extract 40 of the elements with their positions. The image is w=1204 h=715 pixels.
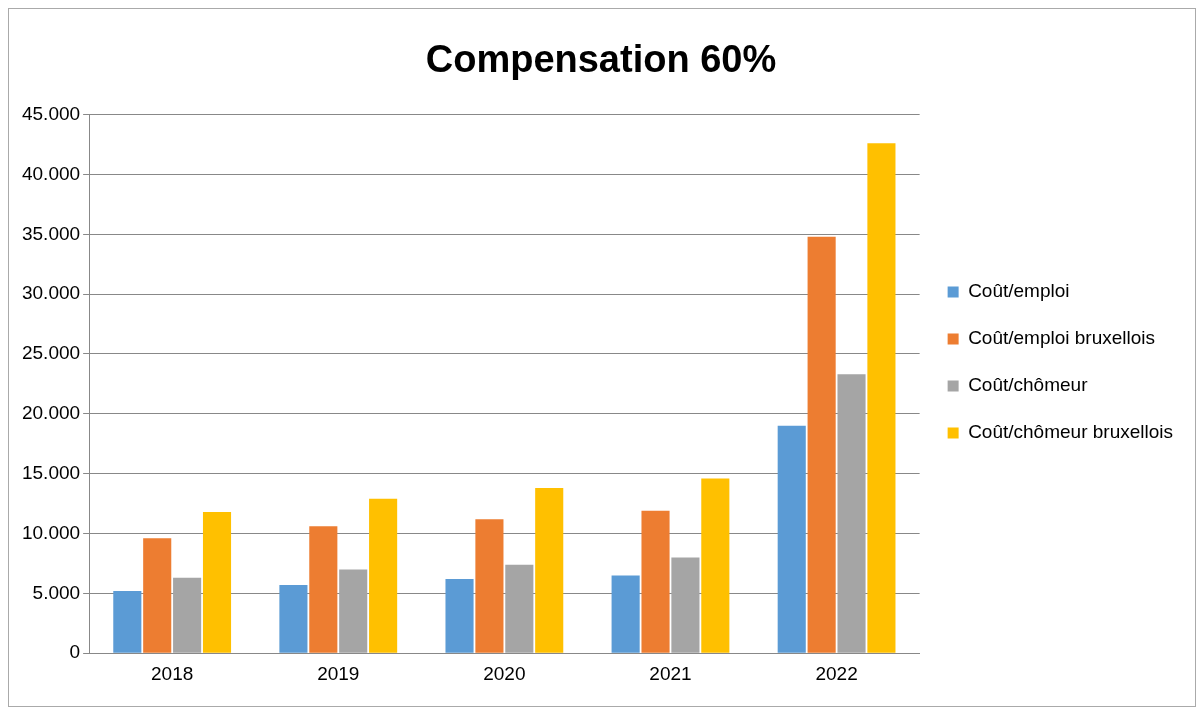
y-tick-label: 30.000: [21, 282, 81, 304]
legend-label: Coût/chômeur bruxellois: [968, 421, 1173, 443]
x-tick-label: 2018: [151, 662, 194, 684]
bar: [807, 236, 836, 653]
x-tick-label: 2022: [815, 662, 858, 684]
bar: [475, 519, 504, 653]
y-tick-label: 35.000: [21, 222, 81, 244]
bar: [641, 510, 670, 653]
bar: [113, 590, 142, 653]
x-tick-label: 2019: [317, 662, 360, 684]
y-tick-label: 25.000: [21, 342, 81, 364]
bar: [143, 538, 172, 653]
bar: [369, 498, 398, 653]
x-tick-label: 2020: [483, 662, 526, 684]
bar: [701, 478, 730, 653]
y-tick-label: 0: [69, 641, 81, 663]
y-tick-label: 45.000: [21, 102, 81, 124]
bar: [867, 143, 896, 653]
bar: [173, 577, 202, 653]
y-tick-label: 15.000: [21, 461, 81, 483]
y-tick-label: 10.000: [21, 521, 81, 543]
bar: [777, 425, 806, 653]
y-tick-label: 20.000: [21, 402, 81, 424]
bar: [671, 557, 700, 653]
chart-title: Compensation 60%: [425, 38, 777, 81]
bar: [309, 526, 338, 653]
y-tick-label: 5.000: [32, 581, 81, 603]
legend-label: Coût/chômeur: [968, 374, 1089, 396]
bar: [202, 511, 232, 653]
bar: [279, 584, 308, 653]
legend-label: Coût/emploi: [968, 280, 1070, 302]
bar: [535, 488, 564, 653]
bar: [445, 578, 474, 653]
x-tick-label: 2021: [649, 662, 692, 684]
bar: [505, 564, 534, 653]
bar: [611, 575, 640, 653]
y-tick-label: 40.000: [21, 162, 81, 184]
bar: [339, 569, 368, 653]
bar: [837, 374, 866, 653]
legend-label: Coût/emploi bruxellois: [968, 327, 1156, 349]
